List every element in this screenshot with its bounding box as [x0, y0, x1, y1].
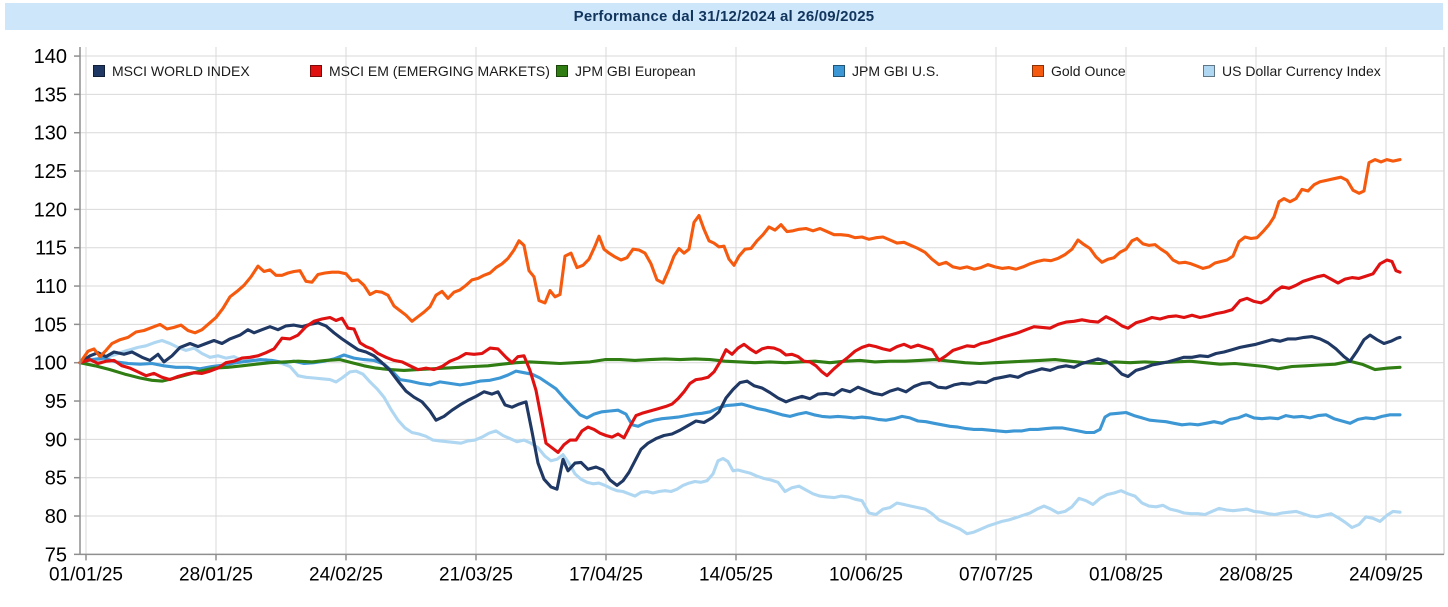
x-tick-label: 07/07/25 — [959, 564, 1033, 585]
x-tick-label: 21/03/25 — [439, 564, 513, 585]
chart-title-bar: Performance dal 31/12/2024 al 26/09/2025 — [5, 3, 1443, 30]
series-line-jpmeu — [78, 357, 1402, 383]
chart-title: Performance dal 31/12/2024 al 26/09/2025 — [573, 8, 875, 25]
series-line-em — [78, 258, 1402, 454]
y-tick-label: 75 — [45, 544, 67, 566]
y-tick-label: 115 — [35, 238, 67, 260]
y-tick-label: 140 — [34, 46, 67, 68]
y-tick-label: 130 — [34, 123, 67, 145]
x-tick-label: 14/05/25 — [699, 564, 773, 585]
x-tick-label: 28/08/25 — [1219, 564, 1293, 585]
x-tick-label: 24/09/25 — [1349, 564, 1423, 585]
series-line-usd — [78, 338, 1402, 536]
x-tick-label: 01/08/25 — [1089, 564, 1163, 585]
x-tick-label: 10/06/25 — [829, 564, 903, 585]
y-tick-label: 110 — [35, 276, 67, 298]
y-tick-label: 100 — [34, 353, 67, 375]
x-tick-label: 17/04/25 — [569, 564, 643, 585]
series-line-gold — [78, 158, 1402, 365]
y-tick-label: 125 — [34, 161, 67, 183]
x-tick-label: 24/02/25 — [309, 564, 383, 585]
x-tick-label: 28/01/25 — [179, 564, 253, 585]
y-tick-label: 120 — [34, 199, 67, 221]
y-tick-label: 85 — [45, 468, 67, 490]
series-line-world — [78, 321, 1402, 491]
y-tick-label: 95 — [45, 391, 67, 413]
y-tick-label: 80 — [45, 506, 67, 528]
y-tick-label: 90 — [45, 429, 67, 451]
y-tick-label: 105 — [34, 314, 67, 336]
y-tick-label: 135 — [34, 84, 67, 106]
x-tick-label: 01/01/25 — [49, 564, 123, 585]
series-line-jpmus — [78, 353, 1402, 435]
